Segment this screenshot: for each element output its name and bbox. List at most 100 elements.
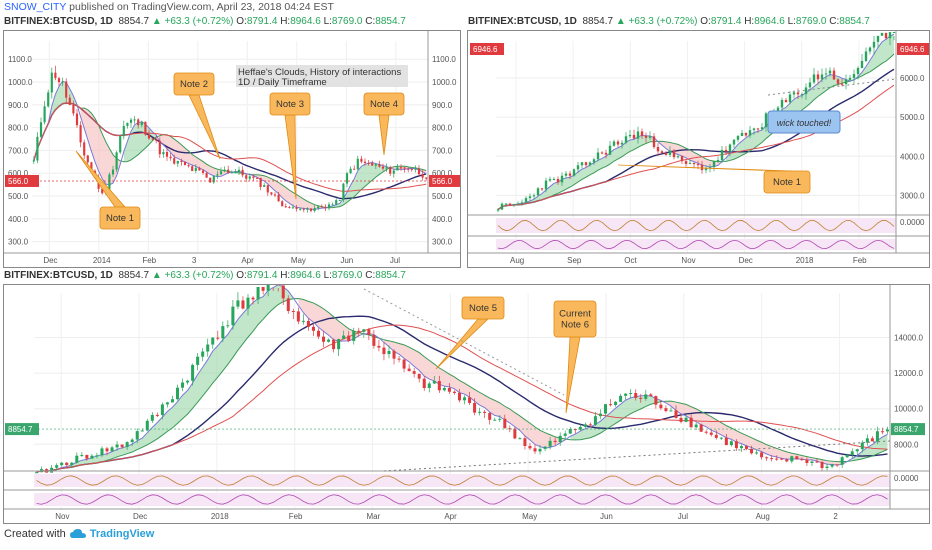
chart-panel-bottom: 14000.0 12000.0 10000.0 8000.0 Nov Dec 2018 Feb… — [3, 284, 930, 524]
candle-body — [533, 448, 537, 452]
sma-mid-line — [36, 297, 888, 473]
candle-body — [55, 465, 59, 468]
candle-body — [191, 166, 194, 171]
candle-body — [785, 459, 789, 462]
candle-body — [684, 161, 688, 164]
note-1-box — [99, 206, 141, 230]
candle-body — [876, 35, 880, 42]
candle-body — [649, 394, 653, 397]
price-tag-right-bg — [891, 423, 925, 436]
candle-body — [468, 397, 472, 403]
x-tick-label: Dec — [133, 512, 147, 521]
candle-body — [150, 414, 154, 421]
chart-top-right[interactable]: 6000.0 5000.0 4000.0 3000.0 Aug Sep Oct Nov Dec 2… — [468, 31, 929, 267]
candle-body — [352, 330, 356, 341]
candle-body — [664, 408, 668, 412]
candle-body — [664, 153, 668, 155]
candle-body — [520, 202, 524, 204]
candle-body — [381, 166, 385, 169]
y-tick-label-left: 1000.0 — [8, 78, 33, 87]
candle-body — [694, 424, 698, 428]
candle-body — [760, 452, 764, 458]
x-tick-label: May — [522, 512, 537, 521]
candle-body — [65, 81, 68, 98]
note-1-tr-label: Note 1 — [773, 177, 801, 188]
candle-body — [241, 169, 244, 176]
candle-body — [524, 198, 528, 203]
candle-body — [389, 167, 392, 174]
candle-body — [403, 167, 406, 169]
note-3-pointer — [284, 114, 297, 200]
trend-line — [767, 78, 897, 96]
sma-mid-line — [497, 53, 895, 210]
high-label: H: — [280, 16, 291, 27]
candle-body — [144, 121, 147, 135]
chart-bottom[interactable]: 14000.0 12000.0 10000.0 8000.0 Nov Dec 2018 Feb… — [4, 285, 929, 523]
candle-body — [648, 136, 652, 138]
candle-body — [700, 164, 704, 171]
candle-body — [548, 179, 552, 181]
candle-body — [885, 429, 889, 432]
tradingview-brand[interactable]: TradingView — [89, 528, 155, 540]
high-value: 8964.6 — [290, 16, 321, 27]
candle-body — [205, 172, 208, 178]
candle-body — [186, 380, 190, 383]
y-tick-label-left: 900.0 — [8, 101, 29, 110]
author-link[interactable]: SNOW_CITY — [4, 1, 67, 13]
sma-red-line — [33, 102, 427, 192]
price-tag-right: 8854.7 — [894, 425, 919, 434]
candle-body — [367, 162, 370, 164]
candle-body — [805, 459, 809, 463]
candle-body — [598, 413, 602, 417]
candle-body — [417, 168, 421, 175]
candle-body — [516, 203, 520, 205]
candle-body — [129, 119, 133, 123]
candle-body — [317, 206, 320, 209]
candle-body — [672, 150, 676, 158]
y-tick-label-left: 700.0 — [8, 146, 29, 155]
candle-body — [447, 387, 451, 392]
candle-body — [47, 92, 50, 107]
candle-body — [39, 122, 43, 137]
note-3-box — [269, 92, 311, 116]
candle-body — [140, 430, 144, 432]
candle-body — [284, 206, 287, 208]
high-label: H: — [280, 270, 291, 281]
chart-top-left[interactable]: 1100.0 1100.0 1000.0 1000.0 900.0 900.0 800.0 8… — [4, 31, 460, 267]
red-cloud — [249, 174, 326, 210]
candle-body — [844, 79, 848, 85]
close-value: 8854.7 — [375, 270, 406, 281]
green-cloud — [329, 162, 387, 208]
close-value: 8854.7 — [375, 16, 406, 27]
y-tick-label: 4000.0 — [900, 152, 925, 161]
candle-body — [659, 404, 663, 409]
candle-body — [115, 444, 119, 448]
sma-long-line — [36, 315, 888, 473]
candle-body — [592, 159, 596, 163]
candle-body — [226, 325, 230, 327]
candle-body — [432, 381, 436, 384]
candle-body — [452, 391, 456, 393]
candle-body — [241, 300, 245, 309]
candle-body — [576, 165, 580, 170]
y-tick-label: 10000.0 — [894, 405, 923, 414]
x-tick-label: Nov — [55, 512, 69, 521]
red-cloud — [658, 141, 722, 167]
oscillator-band — [496, 239, 896, 250]
candle-body — [291, 207, 295, 209]
candle-body — [503, 418, 507, 429]
candle-body — [176, 161, 179, 164]
candle-body — [810, 461, 814, 463]
candle-body — [119, 136, 122, 153]
price-tag-left-bg — [470, 43, 504, 55]
candle-body — [836, 79, 840, 84]
candle-body — [578, 426, 582, 430]
close-value: 8854.7 — [839, 16, 870, 27]
candle-body — [100, 448, 104, 456]
candle-body — [422, 378, 426, 389]
candle-body — [273, 194, 277, 196]
x-tick-label: Sep — [567, 256, 582, 265]
candle-body — [68, 97, 71, 105]
candle-body — [36, 136, 39, 161]
candle-body — [140, 121, 143, 126]
